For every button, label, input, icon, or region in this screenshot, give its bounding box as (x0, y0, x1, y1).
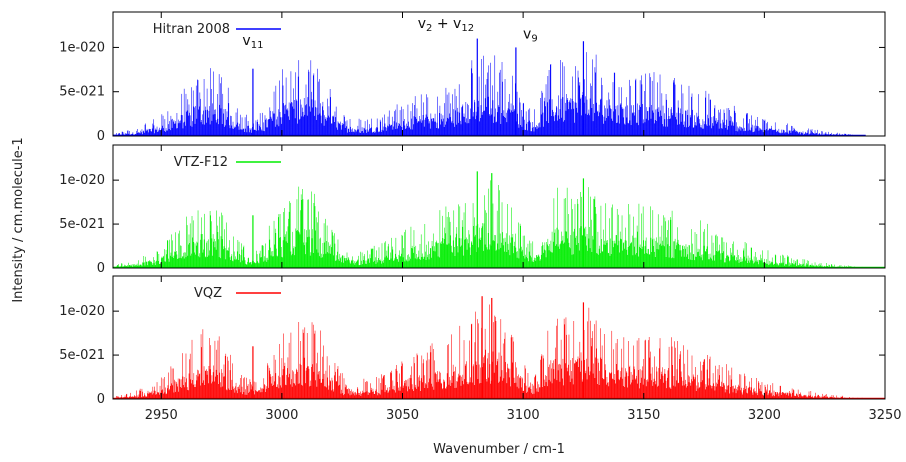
y-tick-label: 5e-021 (59, 348, 105, 363)
x-tick-label: 2950 (145, 408, 178, 423)
series-3-spectrum (112, 304, 886, 399)
y-tick-label: 0 (97, 261, 105, 276)
panel-1: 0 5e-021 1e-020 Hitran 2008 (59, 11, 886, 144)
panel-1-frame (112, 11, 886, 137)
y-tick-label: 1e-020 (59, 173, 105, 188)
panel-3: 0 5e-021 1e-020 VQZ (59, 275, 886, 407)
panel-3-frame (112, 275, 886, 400)
y-tick-label: 1e-020 (59, 40, 105, 55)
legend-label: VQZ (194, 286, 222, 301)
y-axis-label: Intensity / cm.molecule-1 (11, 137, 26, 302)
x-tick-label: 3250 (868, 408, 901, 423)
band-annotation-3: v9 (523, 27, 538, 45)
y-tick-label: 5e-021 (59, 85, 105, 100)
x-axis-label: Wavenumber / cm-1 (433, 442, 565, 457)
legend-label: Hitran 2008 (153, 22, 230, 37)
panel-2: 0 5e-021 1e-020 VTZ-F12 (59, 144, 886, 276)
legend-label: VTZ-F12 (174, 155, 228, 170)
x-tick-label: 3050 (386, 408, 419, 423)
series-1-spectrum (112, 52, 866, 136)
x-tick-label: 3100 (507, 408, 540, 423)
x-tick-label: 3150 (627, 408, 660, 423)
x-tick-label: 3000 (265, 408, 298, 423)
series-2-spectrum (112, 180, 886, 268)
band-annotation-2: v2 + v12 (418, 16, 474, 34)
y-tick-label: 0 (97, 129, 105, 144)
y-tick-label: 0 (97, 392, 105, 407)
y-tick-label: 5e-021 (59, 217, 105, 232)
panel-2-frame (112, 144, 886, 269)
x-tick-label: 3200 (748, 408, 781, 423)
band-annotation-1: v11 (242, 33, 263, 51)
y-tick-label: 1e-020 (59, 304, 105, 319)
